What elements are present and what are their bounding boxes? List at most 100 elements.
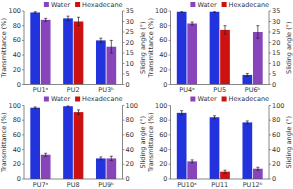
y-tick [22,149,24,150]
y-tick [22,84,24,85]
x-tick-label: PU12ᵇ [243,181,263,189]
y2-tick [269,11,271,12]
y2-tick-label: 60 [272,131,280,139]
y2-tick-label: 20 [126,160,134,168]
y2-axis-line [122,106,123,180]
y2-tick [123,32,125,33]
y-tick [22,164,24,165]
y-tick-label: 0 [17,81,21,89]
x-tick-label: PU5 [213,86,226,94]
bar [220,30,230,85]
y2-tick-label: 20 [272,39,280,47]
y2-axis-line [269,11,270,85]
bar [74,112,84,179]
y2-tick [269,42,271,43]
bar [253,32,263,85]
y2-tick [123,53,125,54]
y-tick [169,149,171,150]
bar [242,75,252,85]
legend-swatch [44,97,49,102]
y-tick [169,55,171,56]
y-tick-label: 20 [13,66,21,74]
y2-tick-label: 40 [272,146,280,154]
y2-tick [269,53,271,54]
y-tick-label: 0 [163,175,167,183]
y-tick-label: 60 [159,131,167,139]
bar [177,113,187,179]
y2-tick [123,84,125,85]
y-tick-label: 20 [13,160,21,168]
plot-area [177,11,263,85]
y2-tick-label: 20 [126,39,134,47]
y-tick [22,40,24,41]
x-tick-label: PU9ᵇ [98,181,114,189]
plot-area [177,111,263,179]
bar [242,122,252,179]
x-tick-label: PU3ᵇ [98,86,114,94]
error-bar [66,106,69,107]
y2-tick-label: 0 [272,81,276,89]
y2-tick [269,63,271,64]
y-tick-label: 60 [159,36,167,44]
y-tick-label: 0 [163,81,167,89]
bar [74,22,84,85]
y2-tick [269,21,271,22]
legend: WaterHexadecane [44,1,123,9]
y2-tick-label: 30 [272,18,280,26]
y2-axis-title: Sliding angle (°) [285,22,293,74]
plot-area [30,12,116,85]
error-bar [110,40,113,53]
bar [187,23,197,84]
bar [30,12,40,84]
y2-tick [123,21,125,22]
y-tick-label: 80 [13,116,21,124]
y2-tick-label: 25 [126,28,134,36]
y-axis-line [170,106,171,180]
y2-tick-label: 0 [272,175,276,183]
error-bar [180,11,183,12]
y-tick-label: 60 [13,36,21,44]
y2-tick [123,63,125,64]
y-tick [22,25,24,26]
legend-swatch [190,2,195,7]
panel: 02040608010005101520253035PU4ᵃPU5PU6ᵇTra… [147,1,293,94]
y-tick-label: 60 [13,131,21,139]
y-tick [169,11,171,12]
x-tick-label: PU7ᵃ [33,181,49,189]
bar [41,155,51,179]
error-bar [66,16,69,20]
y2-tick-label: 100 [126,102,138,110]
y-axis-line [170,11,171,85]
y2-tick [123,149,125,150]
y2-tick-label: 80 [272,116,280,124]
y-tick [169,120,171,121]
error-bar [44,18,47,21]
y-tick [22,55,24,56]
bar [63,18,73,84]
legend-label: Hexadecane [82,1,122,9]
y-tick-label: 0 [17,175,21,183]
legend-label: Water [197,1,217,9]
y2-tick [123,74,125,75]
error-bar [77,17,80,25]
y-tick-label: 40 [13,146,21,154]
y-tick-label: 100 [155,102,167,110]
y-axis-title: Transmittance (%) [147,113,155,173]
y2-tick-label: 30 [126,18,134,26]
y-tick [22,179,24,180]
legend: WaterHexadecane [190,1,269,9]
bar [253,169,263,179]
y2-tick [269,84,271,85]
chart-figure: 02040608010005101520253035PU1ᵃPU2PU3ᵇTra… [0,0,293,189]
y-axis-title: Transmittance (%) [147,18,155,78]
y2-tick [123,105,125,106]
x-axis-line [171,84,270,85]
bar [177,12,187,85]
y-tick-label: 40 [159,146,167,154]
error-bar [213,11,216,12]
error-bar [246,73,249,76]
error-bar [224,170,227,173]
y2-tick-label: 5 [126,70,130,78]
error-bar [110,156,113,160]
bar [187,161,197,179]
